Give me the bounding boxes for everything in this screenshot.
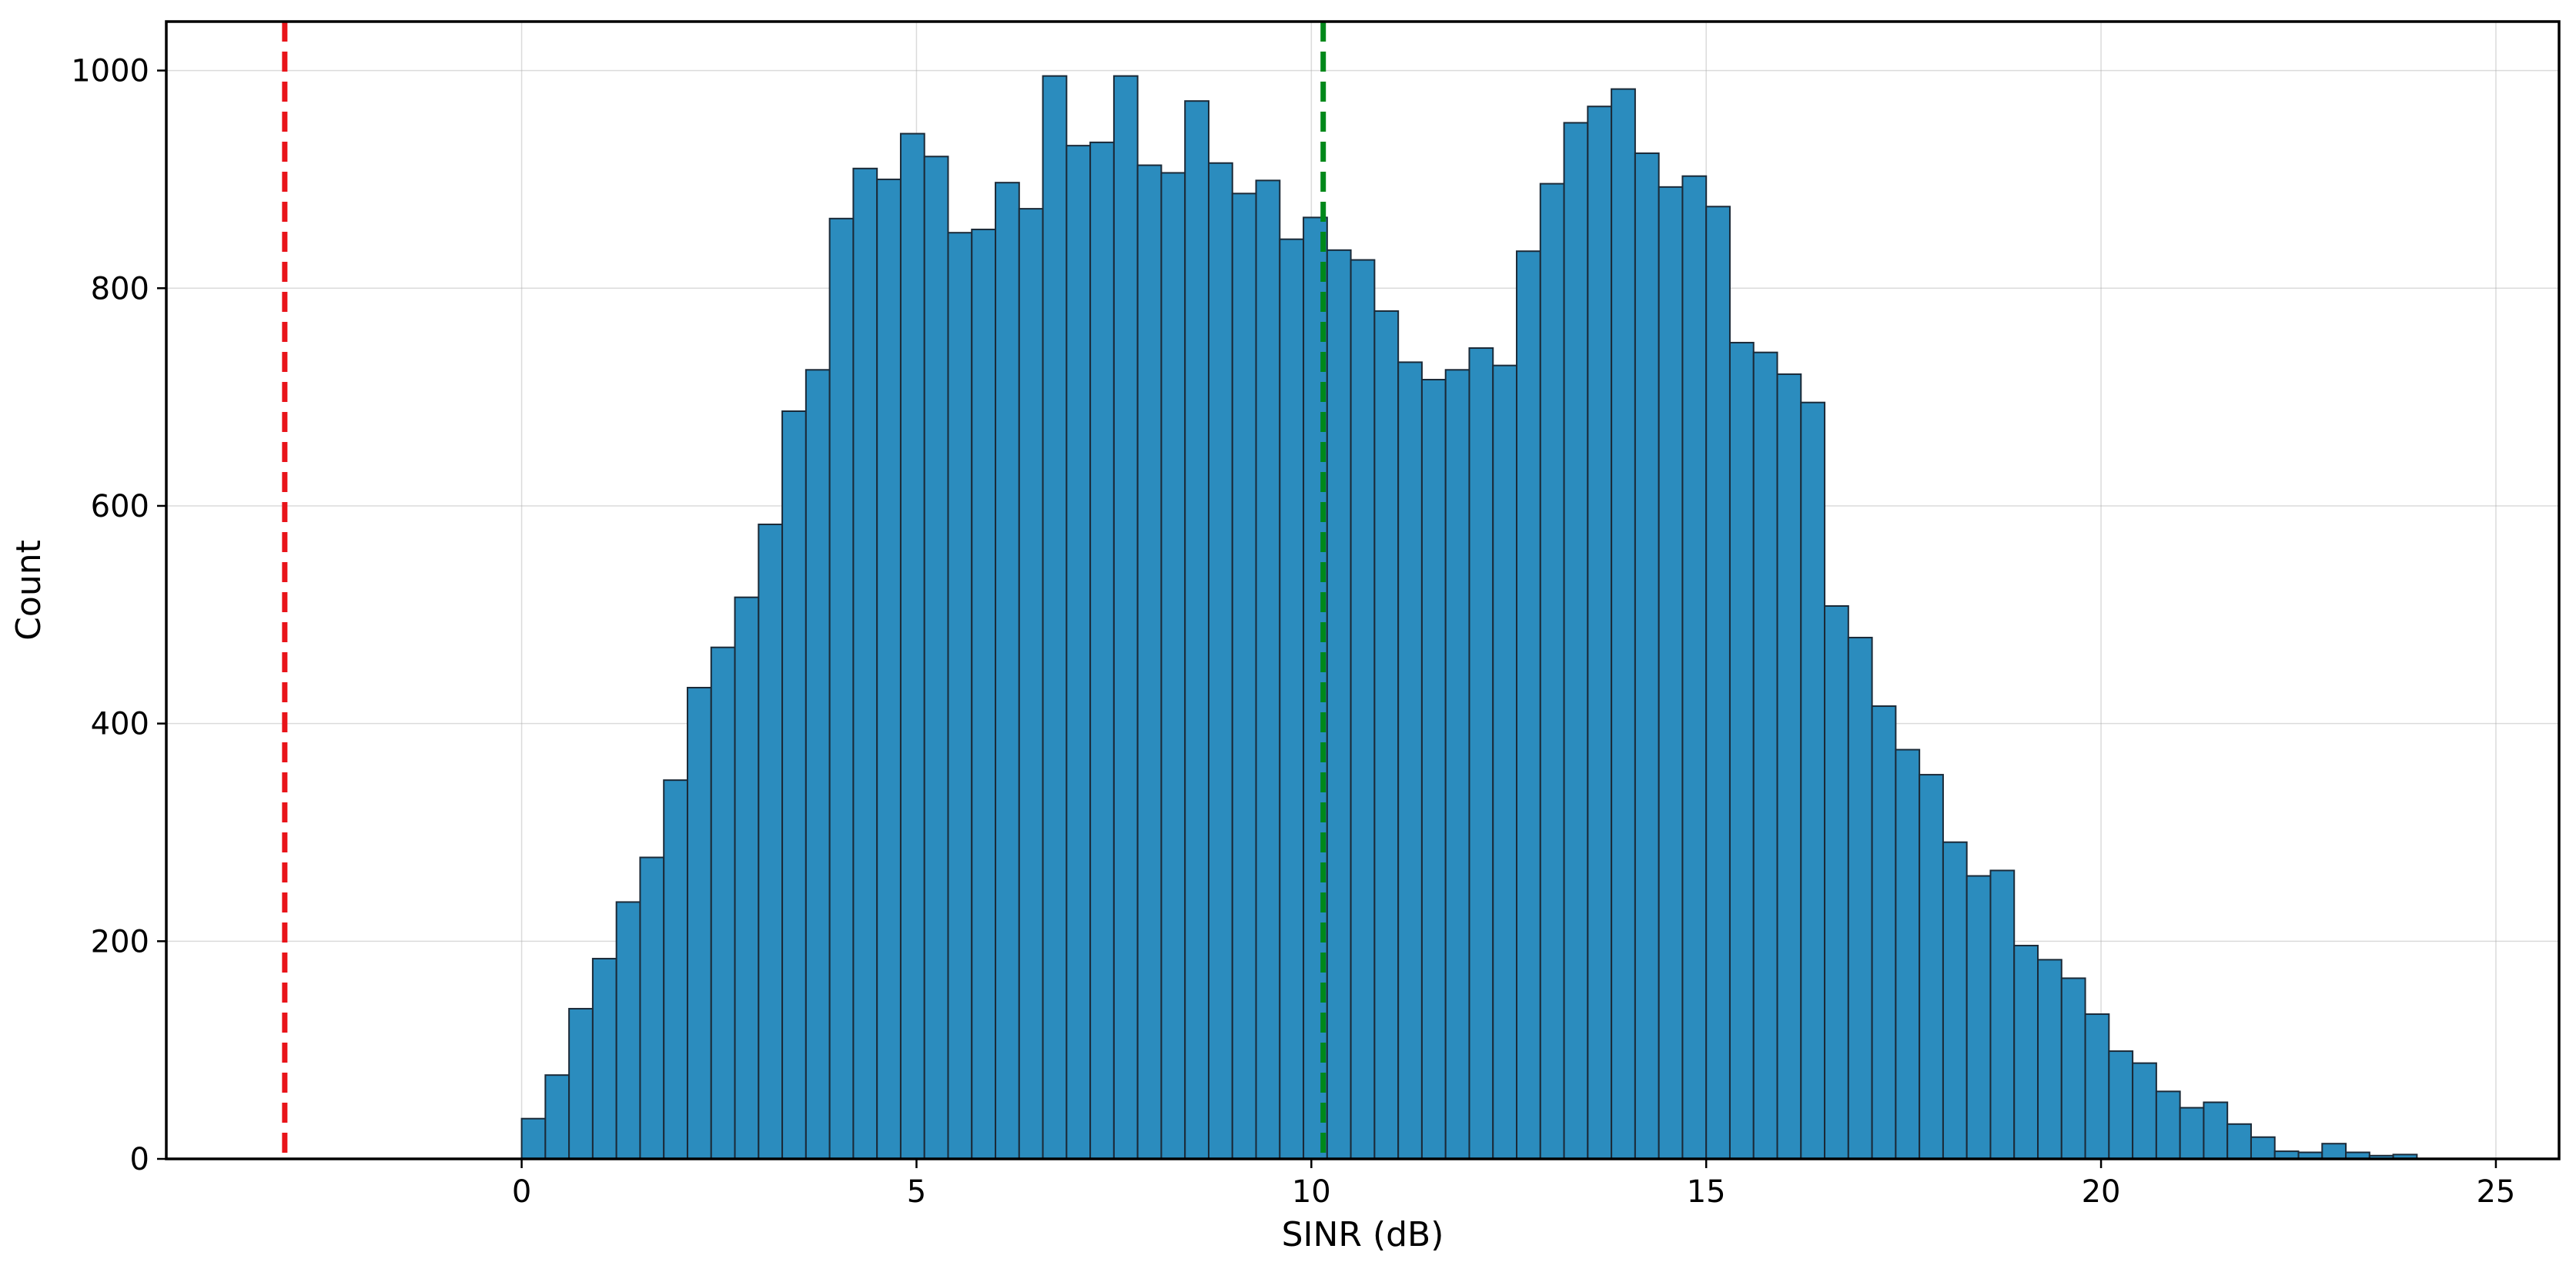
x-tick-label: 15 bbox=[1687, 1174, 1726, 1210]
histogram-bar bbox=[1539, 182, 1565, 1160]
histogram-bar bbox=[1871, 705, 1897, 1160]
histogram-bar bbox=[520, 1117, 547, 1160]
histogram-bar bbox=[2226, 1123, 2252, 1160]
histogram-bar bbox=[1136, 164, 1163, 1160]
histogram-bar bbox=[805, 369, 831, 1160]
histogram-bar bbox=[639, 856, 665, 1160]
histogram-bar bbox=[1705, 206, 1731, 1160]
x-tick-label: 0 bbox=[512, 1174, 531, 1210]
y-tick-label: 200 bbox=[91, 924, 149, 959]
histogram-bar bbox=[686, 686, 712, 1160]
histogram-bar bbox=[758, 523, 784, 1160]
histogram-bar bbox=[1066, 145, 1092, 1160]
histogram-bar bbox=[591, 957, 617, 1160]
histogram-bar bbox=[1231, 193, 1257, 1160]
histogram-bar bbox=[734, 596, 760, 1160]
y-axis-ticks: 0 200 400 600 800 1000 bbox=[71, 54, 166, 1177]
histogram-bar bbox=[2250, 1136, 2276, 1160]
histogram-bar bbox=[828, 217, 855, 1160]
x-tick-label: 25 bbox=[2476, 1174, 2515, 1210]
histogram-bars bbox=[520, 75, 2418, 1160]
histogram-bar bbox=[1373, 310, 1400, 1160]
x-axis-label: SINR (dB) bbox=[1282, 1215, 1444, 1254]
histogram-bar bbox=[1444, 369, 1470, 1160]
reference-lines bbox=[282, 22, 1326, 1159]
histogram-bar bbox=[971, 228, 997, 1160]
histogram-bar bbox=[2179, 1107, 2205, 1160]
histogram-bar bbox=[899, 132, 925, 1160]
histogram-bar bbox=[1160, 172, 1186, 1160]
histogram-bar bbox=[1989, 869, 2016, 1160]
histogram-bar bbox=[2084, 1013, 2110, 1160]
histogram-bar bbox=[2108, 1050, 2134, 1160]
histogram-bar bbox=[710, 646, 736, 1160]
histogram-bar bbox=[1919, 774, 1944, 1160]
histogram-bar bbox=[1516, 250, 1541, 1160]
histogram-bar bbox=[781, 410, 807, 1160]
histogram-bar bbox=[1279, 238, 1305, 1160]
histogram-bar bbox=[1018, 208, 1044, 1160]
histogram-bar bbox=[1800, 401, 1826, 1160]
histogram-bar bbox=[1776, 373, 1802, 1160]
histogram-bar bbox=[2321, 1143, 2347, 1160]
y-tick-label: 400 bbox=[91, 707, 149, 742]
histogram-bar bbox=[568, 1007, 594, 1160]
histogram-bar bbox=[1728, 341, 1755, 1160]
y-tick-label: 1000 bbox=[71, 54, 149, 89]
histogram-bar bbox=[2060, 977, 2086, 1160]
histogram-bar bbox=[995, 182, 1020, 1160]
histogram-bar bbox=[1255, 179, 1281, 1160]
histogram-bar bbox=[1397, 361, 1423, 1160]
histogram-bar bbox=[1350, 259, 1376, 1160]
histogram-bar bbox=[544, 1074, 570, 1160]
x-tick-label: 10 bbox=[1292, 1174, 1331, 1210]
histogram-bar bbox=[1420, 379, 1447, 1160]
histogram-bar bbox=[1824, 604, 1849, 1160]
y-tick-label: 800 bbox=[91, 271, 149, 306]
histogram-bar bbox=[1207, 162, 1233, 1160]
histogram-bar bbox=[615, 901, 641, 1160]
histogram-bar bbox=[1847, 636, 1873, 1160]
histogram-bar bbox=[852, 167, 878, 1160]
histogram-bar bbox=[876, 178, 902, 1160]
y-axis-label: Count bbox=[9, 540, 49, 641]
histogram-bar bbox=[1611, 88, 1636, 1160]
y-tick-label: 0 bbox=[130, 1142, 149, 1177]
histogram-bar bbox=[2037, 959, 2062, 1160]
histogram-bar bbox=[1492, 364, 1518, 1160]
histogram-bar bbox=[1752, 351, 1778, 1160]
histogram-bar bbox=[923, 156, 949, 1160]
histogram-bar bbox=[1681, 175, 1708, 1160]
histogram-bar bbox=[1326, 249, 1352, 1160]
histogram-bar bbox=[663, 779, 688, 1160]
histogram-bar bbox=[2155, 1090, 2181, 1160]
histogram-bar bbox=[1112, 75, 1139, 1160]
histogram-bar bbox=[2132, 1062, 2157, 1160]
x-axis-ticks: 0 5 10 15 20 25 bbox=[512, 1159, 2515, 1210]
histogram-bar bbox=[1468, 347, 1494, 1160]
plot-frame bbox=[165, 20, 2561, 1160]
histogram-bar bbox=[2203, 1101, 2229, 1160]
histogram-bar bbox=[1042, 75, 1068, 1160]
histogram-bar bbox=[1658, 186, 1684, 1160]
histogram-bar bbox=[1089, 141, 1115, 1160]
histogram-bar bbox=[1634, 152, 1660, 1160]
histogram-bar bbox=[1563, 122, 1589, 1160]
x-tick-label: 20 bbox=[2082, 1174, 2121, 1210]
histogram-bar bbox=[1965, 875, 1992, 1160]
histogram-bar bbox=[1895, 748, 1921, 1160]
histogram-bar bbox=[1184, 100, 1209, 1160]
histogram-bar bbox=[1942, 841, 1968, 1160]
x-tick-label: 5 bbox=[907, 1174, 926, 1210]
histogram-bar bbox=[1587, 105, 1613, 1160]
histogram-bar bbox=[947, 232, 973, 1160]
histogram-bar bbox=[2013, 944, 2039, 1160]
y-tick-label: 600 bbox=[91, 489, 149, 524]
